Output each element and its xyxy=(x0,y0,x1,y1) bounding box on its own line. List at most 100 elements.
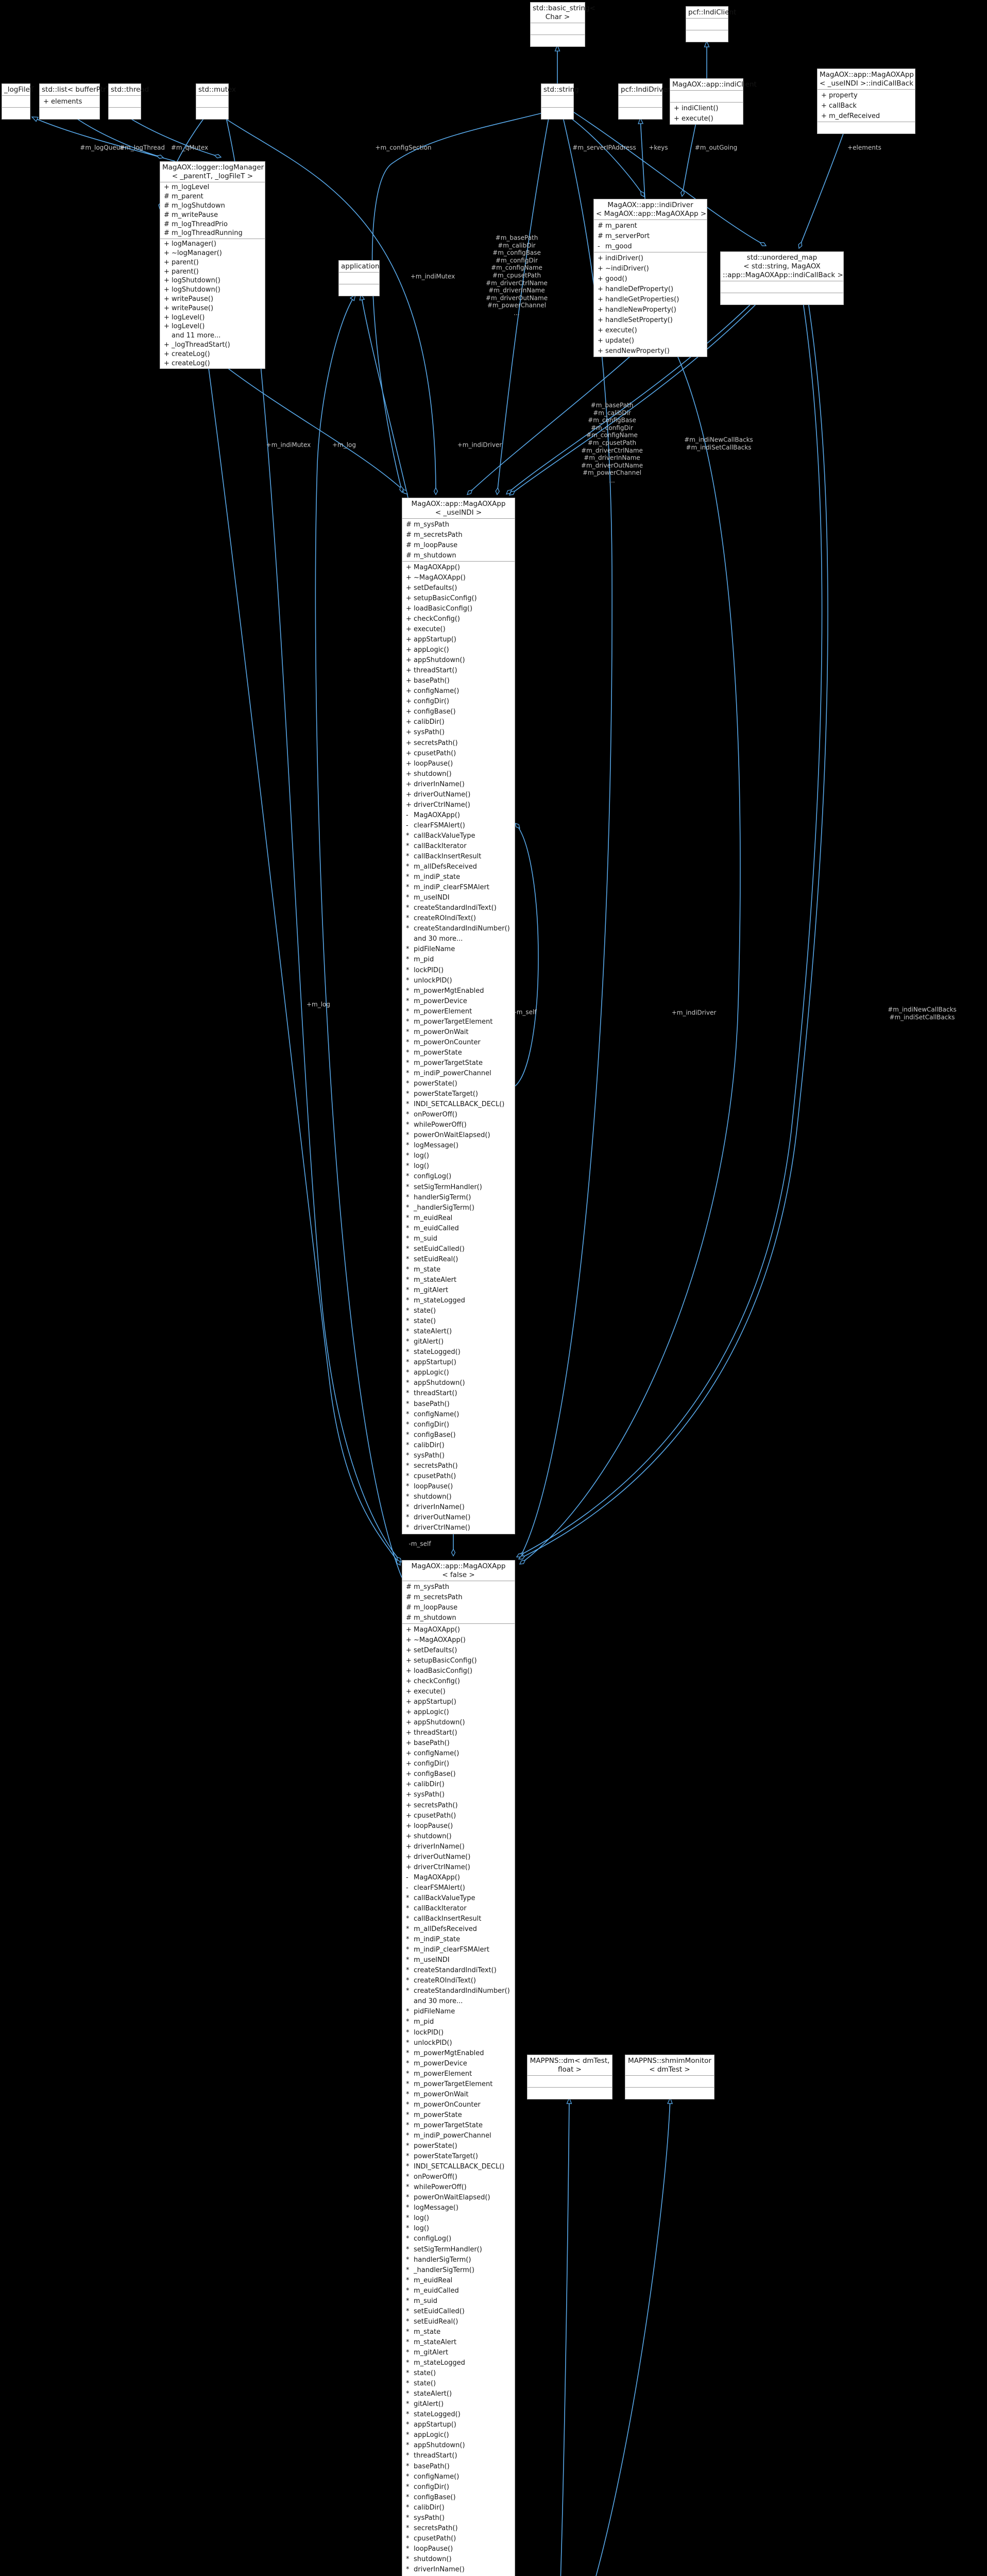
member-visibility: + xyxy=(406,1646,412,1654)
class-box-pcf-indidriver[interactable]: pcf::IndiDriver xyxy=(618,83,670,120)
member-visibility: * xyxy=(406,1080,410,1088)
class-section-methods xyxy=(818,122,915,133)
edge-label-line: ... xyxy=(609,477,615,484)
class-section-methods xyxy=(2,107,30,119)
member-name: unlockPID() xyxy=(414,976,452,985)
member-row: + logShutdown() xyxy=(160,276,265,285)
class-box-std-list-bufferptrt[interactable]: std::list< bufferPtrT > + elements xyxy=(39,83,118,120)
member-name: appLogic() xyxy=(414,2431,449,2439)
member-row: + appLogic() xyxy=(402,1707,515,1718)
member-visibility: * xyxy=(406,884,410,892)
class-box-std-string[interactable]: std::string xyxy=(541,83,579,120)
member-visibility: * xyxy=(406,997,410,1005)
member-visibility: # xyxy=(406,541,412,549)
class-box-pcf-indiclient[interactable]: pcf::IndiClient xyxy=(686,6,736,42)
class-box-magaox-indidriver[interactable]: MagAOX::app::indiDriver < MagAOX::app::Ma… xyxy=(593,199,707,357)
member-name: sysPath() xyxy=(414,1451,445,1460)
member-name: setSigTermHandler() xyxy=(414,2245,482,2253)
member-visibility: * xyxy=(406,1389,410,1398)
member-row: + execute() xyxy=(594,325,707,335)
class-box-logmanager[interactable]: MagAOX::logger::logManager < _parentT, _l… xyxy=(160,161,265,369)
member-name: threadStart() xyxy=(414,2452,457,2460)
member-row: + driverOutName() xyxy=(402,1852,515,1862)
edge-label-line: +m_indiMutex xyxy=(410,273,455,280)
member-name: stateAlert() xyxy=(414,1328,452,1336)
member-row: * setEuidReal() xyxy=(402,1254,515,1264)
class-box-magaoxapp-useindi[interactable]: MagAOX::app::MagAOXApp < _useINDI > # m_sys… xyxy=(402,498,515,1534)
member-row: * powerStateTarget() xyxy=(402,1089,515,1099)
class-title-line: < false > xyxy=(442,1571,475,1579)
member-row: + parent() xyxy=(160,267,265,276)
member-row: * gitAlert() xyxy=(402,1337,515,1347)
member-row: + loadBasicConfig() xyxy=(402,603,515,614)
edge-label: +keys xyxy=(649,144,668,152)
member-row: + handleSetProperty() xyxy=(594,315,707,325)
edge-label-line: #m_driverInName xyxy=(584,454,640,462)
class-box-application[interactable]: application xyxy=(338,260,380,296)
member-row: + logShutdown() xyxy=(160,285,265,295)
class-box-std-mutex[interactable]: std::mutex xyxy=(196,83,236,120)
member-visibility: + xyxy=(406,563,412,571)
edge-label: +m_indiDriver xyxy=(457,442,502,449)
member-name: lockPID() xyxy=(414,2028,444,2037)
class-box-magaox-indiclient[interactable]: MagAOX::app::indiClient + indiClient() + exe… xyxy=(670,78,757,125)
member-name: driverInName() xyxy=(414,780,465,788)
class-box-unordered-map[interactable]: std::unordered_map < std::string, MagAOX:… xyxy=(720,251,844,305)
member-name: update() xyxy=(605,336,634,345)
class-box-indicallback[interactable]: MagAOX::app::MagAOXApp < _useINDI >::indi… xyxy=(817,69,915,134)
member-visibility: * xyxy=(406,2121,410,2129)
class-box-std-thread[interactable]: std::thread xyxy=(108,83,149,120)
member-visibility: * xyxy=(406,2431,410,2439)
class-title-line: std::thread xyxy=(111,86,149,94)
member-name: calibDir() xyxy=(414,1781,445,1789)
member-name: createROIndiText() xyxy=(414,914,476,923)
member-visibility: + xyxy=(164,258,169,266)
edge-inherit-appuseindi-application xyxy=(361,294,409,498)
member-name: createStandardIndiNumber() xyxy=(414,925,510,933)
class-box-magaoxapp-false[interactable]: MagAOX::app::MagAOXApp < false > # m_sysPat… xyxy=(402,1560,515,2576)
member-visibility: + xyxy=(406,718,412,726)
class-box-mappns-shmimmonitor[interactable]: MAPPNS::shmimMonitor < dmTest > xyxy=(625,2055,714,2099)
class-box-logfilet[interactable]: _logFileT xyxy=(2,83,34,120)
edge-label-line: #m_serverIPAddress xyxy=(572,144,636,151)
member-visibility: * xyxy=(406,2452,410,2460)
member-name: handleNewProperty() xyxy=(605,306,676,314)
class-section-attributes: + property + callBack + m_defReceived xyxy=(818,89,915,122)
member-name: driverCtrlName() xyxy=(414,801,470,809)
edge-label-line: #m_driverCtrlName xyxy=(581,447,643,454)
member-name: m_powerState xyxy=(414,2111,462,2119)
member-visibility: * xyxy=(406,1183,410,1191)
member-name: m_indiP_powerChannel xyxy=(414,1070,491,1077)
member-visibility: + xyxy=(406,1791,412,1799)
class-box-std-basic-string[interactable]: std::basic_string< Char > xyxy=(530,2,595,47)
member-row: + writePause() xyxy=(160,295,265,304)
edge-label-line: #m_driverCtrlName xyxy=(486,279,548,287)
class-title: MagAOX::app::MagAOXApp < false > xyxy=(402,1561,515,1581)
member-row: + cpusetPath() xyxy=(402,1810,515,1821)
class-title-line: MAPPNS::shmimMonitor xyxy=(628,2057,711,2065)
class-section-attributes xyxy=(625,2075,714,2087)
member-row: * m_useINDI xyxy=(402,893,515,903)
edge-label: +elements xyxy=(847,144,881,152)
member-visibility: + xyxy=(406,1687,412,1696)
edge-label-line: -m_self xyxy=(514,1008,537,1016)
member-row: * calibDir() xyxy=(402,2502,515,2513)
member-name: handleDefProperty() xyxy=(605,285,674,293)
member-name: m_sysPath xyxy=(414,520,449,529)
member-visibility: * xyxy=(406,1338,410,1346)
member-row: * m_powerElement xyxy=(402,1006,515,1016)
member-visibility: * xyxy=(406,2514,410,2522)
member-name: appLogic() xyxy=(414,1369,449,1377)
member-visibility: * xyxy=(406,1369,410,1377)
class-box-mappns-dm[interactable]: MAPPNS::dm< dmTest, float > xyxy=(527,2055,612,2099)
member-name: m_defReceived xyxy=(829,112,880,120)
edge-label-line: #m_basePath xyxy=(590,401,634,409)
member-name: m_powerOnCounter xyxy=(414,2100,481,2109)
class-title-line: MagAOX::logger::logManager xyxy=(162,163,264,172)
member-visibility: * xyxy=(406,1131,410,1140)
member-visibility: * xyxy=(406,1482,410,1490)
member-name: m_writePause xyxy=(172,211,218,219)
member-name: m_loopPause xyxy=(414,1603,458,1612)
member-row: * pidFileName xyxy=(402,2007,515,2017)
member-name: powerOnWaitElapsed() xyxy=(414,1131,490,1140)
